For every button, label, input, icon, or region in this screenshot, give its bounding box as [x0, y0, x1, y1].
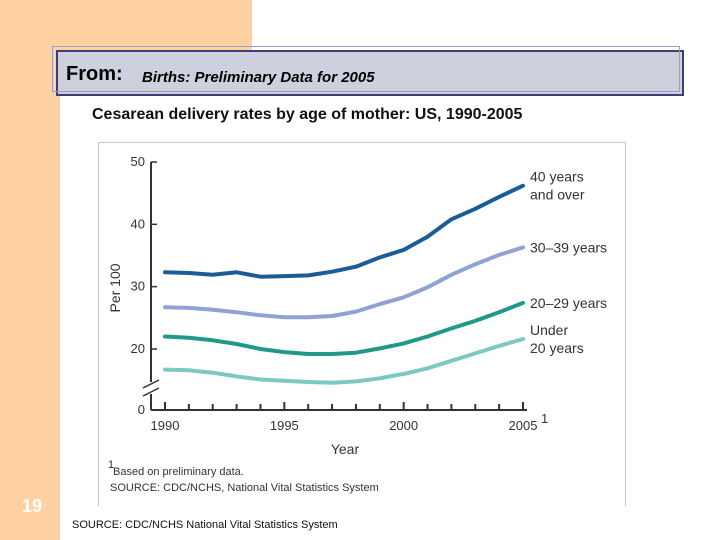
y-tick-label: 0	[138, 402, 145, 417]
title-from-label: From:	[66, 63, 123, 85]
x-tick-label: 2005	[509, 418, 538, 433]
y-axis-title: Per 100	[107, 263, 123, 312]
chart-title: Cesarean delivery rates by age of mother…	[92, 106, 523, 123]
slide-title-box: From: Births: Preliminary Data for 2005	[52, 46, 684, 96]
note-preliminary: Based on preliminary data.	[113, 466, 244, 478]
x-tick-label: 2000	[389, 418, 418, 433]
series-label-2: 20–29 years	[530, 295, 607, 311]
x-tick-superscript: 1	[541, 411, 548, 426]
y-tick-label: 20	[131, 341, 145, 356]
series-label-0: and over	[530, 187, 585, 203]
series-label-0: 40 years	[530, 169, 584, 185]
series-line-3	[163, 337, 525, 385]
series-line-1	[163, 245, 525, 320]
x-tick-label: 1995	[270, 418, 299, 433]
title-source-name: Births: Preliminary Data for 2005	[142, 69, 375, 86]
footer-source: SOURCE: CDC/NCHS National Vital Statisti…	[72, 519, 338, 531]
y-axis-break-mark-2	[142, 387, 160, 397]
x-tick-label: 1990	[151, 418, 180, 433]
y-tick-label: 40	[131, 216, 145, 231]
slide-left-strip	[0, 0, 60, 540]
series-label-1: 30–39 years	[530, 239, 607, 255]
series-line-2	[163, 300, 525, 356]
series-label-3: Under	[530, 322, 568, 338]
y-tick-label: 50	[131, 154, 145, 169]
x-axis-title: Year	[331, 441, 360, 457]
note-source: SOURCE: CDC/NCHS, National Vital Statist…	[110, 482, 379, 494]
series-line-0	[163, 183, 525, 279]
y-tick-label: 30	[131, 279, 145, 294]
note-superscript: 1	[108, 459, 114, 471]
series-label-3: 20 years	[530, 340, 584, 356]
y-axis-break-mark-1	[142, 379, 160, 389]
slide-number: 19	[21, 496, 43, 516]
chart-frame	[98, 142, 626, 506]
